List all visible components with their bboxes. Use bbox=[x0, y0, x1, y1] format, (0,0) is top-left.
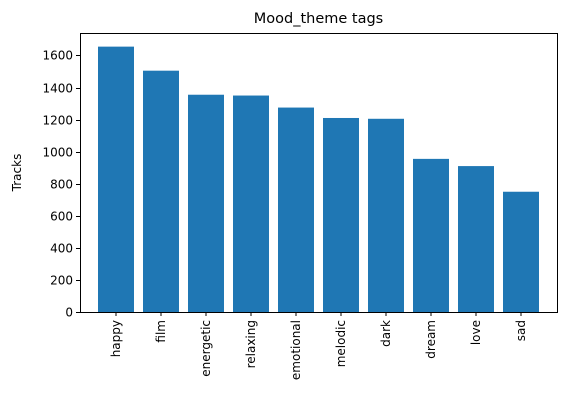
bar-dark bbox=[368, 118, 404, 312]
bar-dream bbox=[413, 158, 449, 312]
bar-emotional bbox=[278, 107, 314, 312]
x-axis: happy film energetic relaxing emotional melod… bbox=[109, 312, 528, 380]
x-tick-label-dream: dream bbox=[424, 320, 438, 359]
y-tick-label-400: 400 bbox=[50, 242, 73, 256]
y-tick-label-1400: 1400 bbox=[42, 82, 73, 96]
x-tick-label-sad: sad bbox=[514, 320, 528, 341]
x-tick-label-happy: happy bbox=[109, 320, 123, 357]
y-tick-label-800: 800 bbox=[50, 178, 73, 192]
x-tick-label-melodic: melodic bbox=[334, 320, 348, 367]
x-tick-label-dark: dark bbox=[379, 320, 393, 347]
plot-frame bbox=[80, 33, 558, 313]
bars-group bbox=[98, 46, 539, 313]
x-tick-label-emotional: emotional bbox=[289, 320, 303, 380]
bar-happy bbox=[98, 46, 134, 313]
bar-love bbox=[458, 166, 494, 312]
y-tick-label-1600: 1600 bbox=[42, 49, 73, 63]
y-tick-label-0: 0 bbox=[65, 306, 73, 320]
bar-energetic bbox=[188, 94, 224, 312]
x-tick-label-film: film bbox=[154, 320, 168, 343]
y-axis: 0 200 400 600 800 1000 1200 1400 1600 bbox=[42, 49, 80, 320]
y-tick-label-200: 200 bbox=[50, 274, 73, 288]
bar-melodic bbox=[323, 117, 359, 312]
bar-sad bbox=[503, 191, 539, 312]
bar-relaxing bbox=[233, 95, 269, 312]
y-axis-label: Tracks bbox=[10, 154, 24, 193]
y-tick-label-1200: 1200 bbox=[42, 114, 73, 128]
y-tick-label-600: 600 bbox=[50, 210, 73, 224]
bar-film bbox=[143, 70, 179, 313]
x-tick-label-relaxing: relaxing bbox=[244, 320, 258, 368]
y-tick-label-1000: 1000 bbox=[42, 146, 73, 160]
x-tick-label-energetic: energetic bbox=[199, 320, 213, 377]
x-tick-label-love: love bbox=[469, 320, 483, 345]
chart-title: Mood_theme tags bbox=[254, 11, 384, 27]
